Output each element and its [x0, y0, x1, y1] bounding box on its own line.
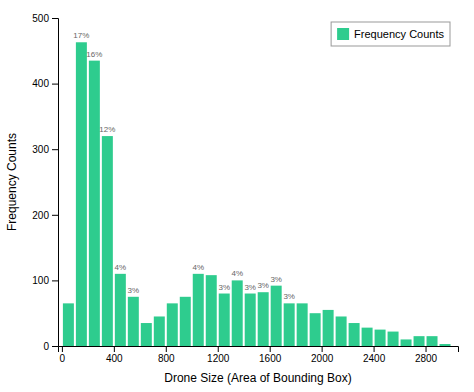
y-tick: 300: [32, 144, 58, 155]
y-tick-label: 500: [32, 13, 49, 24]
x-tick-label: 400: [106, 353, 123, 364]
y-tick-mark: [52, 215, 58, 216]
y-tick: 100: [32, 275, 58, 286]
x-tick-mark: [270, 346, 271, 352]
x-tick-mark: [62, 346, 63, 352]
x-tick-mark: [166, 346, 167, 352]
bar-annotation: 3%: [283, 292, 295, 301]
x-tick: 1600: [259, 346, 282, 364]
bar: [167, 303, 178, 346]
bar: [310, 313, 321, 346]
bar: [128, 297, 139, 346]
bar-annotation: 16%: [86, 50, 102, 59]
y-tick-mark: [52, 280, 58, 281]
bar: [427, 336, 438, 346]
bar-annotation: 4%: [115, 263, 127, 272]
bar: [375, 330, 386, 346]
bar: [115, 274, 126, 346]
y-tick-label: 100: [32, 275, 49, 286]
bar-annotation: 3%: [128, 286, 140, 295]
bar: [362, 328, 373, 346]
x-tick-label: 0: [60, 353, 66, 364]
y-axis-title: Frequency Counts: [5, 133, 19, 231]
bar: [258, 292, 269, 346]
x-tick-label: 1200: [207, 353, 230, 364]
legend-item: Frequency Counts: [337, 28, 444, 40]
bar-annotation: 3%: [257, 281, 269, 290]
bar: [297, 303, 308, 346]
bar: [336, 316, 347, 346]
x-tick-label: 800: [158, 353, 175, 364]
x-axis: 0 400 800 1200 1600 2000 2400 2800: [59, 346, 459, 364]
y-axis-line: [52, 19, 59, 347]
bar: [219, 294, 230, 346]
bar-annotation: 3%: [270, 275, 282, 284]
x-tick: 2400: [363, 346, 386, 364]
bar: [141, 323, 152, 346]
y-tick-mark: [52, 149, 58, 150]
bar-annotation: 3%: [244, 283, 256, 292]
bar: [154, 316, 165, 346]
bar: [440, 344, 451, 346]
x-axis-line: [59, 347, 459, 353]
y-tick: 0: [43, 341, 58, 352]
x-axis-title: Drone Size (Area of Bounding Box): [164, 371, 351, 385]
y-tick-label: 400: [32, 78, 49, 89]
legend-swatch: [337, 28, 349, 40]
bar: [232, 280, 243, 346]
y-tick: 500: [32, 13, 58, 24]
y-tick-label: 0: [43, 341, 49, 352]
x-tick: 400: [106, 346, 123, 364]
y-tick: 200: [32, 210, 58, 221]
bar: [89, 61, 100, 346]
plot: 0 400 800 1200 1600 2000 2400 2800 0 100 200 300 400…: [32, 13, 458, 364]
bar-annotation: 4%: [192, 263, 204, 272]
bar: [284, 303, 295, 346]
legend-box: [331, 22, 450, 46]
bar: [206, 275, 217, 346]
x-tick-label: 2800: [415, 353, 438, 364]
bars: [63, 42, 451, 346]
bar: [349, 323, 360, 346]
y-tick-mark: [52, 84, 58, 85]
bar-annotation: 4%: [231, 269, 243, 278]
x-tick: 1200: [207, 346, 230, 364]
x-tick-mark: [426, 346, 427, 352]
y-tick-mark: [52, 346, 58, 347]
y-axis: 0 100 200 300 400 500: [32, 13, 58, 352]
legend-label: Frequency Counts: [354, 28, 444, 40]
x-tick-mark: [374, 346, 375, 352]
x-tick-label: 2000: [311, 353, 334, 364]
x-tick: 800: [158, 346, 175, 364]
x-tick: 2000: [311, 346, 334, 364]
x-tick-mark: [218, 346, 219, 352]
bar: [401, 339, 412, 346]
legend: Frequency Counts: [331, 22, 450, 46]
chart: 0 400 800 1200 1600 2000 2400 2800 0 100 200 300 400…: [0, 0, 474, 392]
annotations: 17%16%12%4%3%4%3%4%3%3%3%3%: [73, 31, 295, 301]
bar: [245, 294, 256, 346]
bar: [414, 336, 425, 346]
y-tick-label: 300: [32, 144, 49, 155]
bar: [180, 297, 191, 346]
x-tick-label: 2400: [363, 353, 386, 364]
bar: [76, 42, 87, 346]
bar: [193, 274, 204, 346]
bar: [323, 310, 334, 346]
bar: [63, 303, 74, 346]
y-tick-label: 200: [32, 210, 49, 221]
bar: [388, 332, 399, 346]
x-tick-label: 1600: [259, 353, 282, 364]
bar: [271, 286, 282, 346]
bar: [102, 136, 113, 346]
y-tick-mark: [52, 18, 58, 19]
bar-annotation: 3%: [218, 283, 230, 292]
x-tick-mark: [114, 346, 115, 352]
x-tick-mark: [322, 346, 323, 352]
bar-annotation: 17%: [73, 31, 89, 40]
bar-annotation: 12%: [99, 125, 115, 134]
y-tick: 400: [32, 78, 58, 89]
x-tick: 0: [60, 346, 66, 364]
x-tick: 2800: [415, 346, 438, 364]
